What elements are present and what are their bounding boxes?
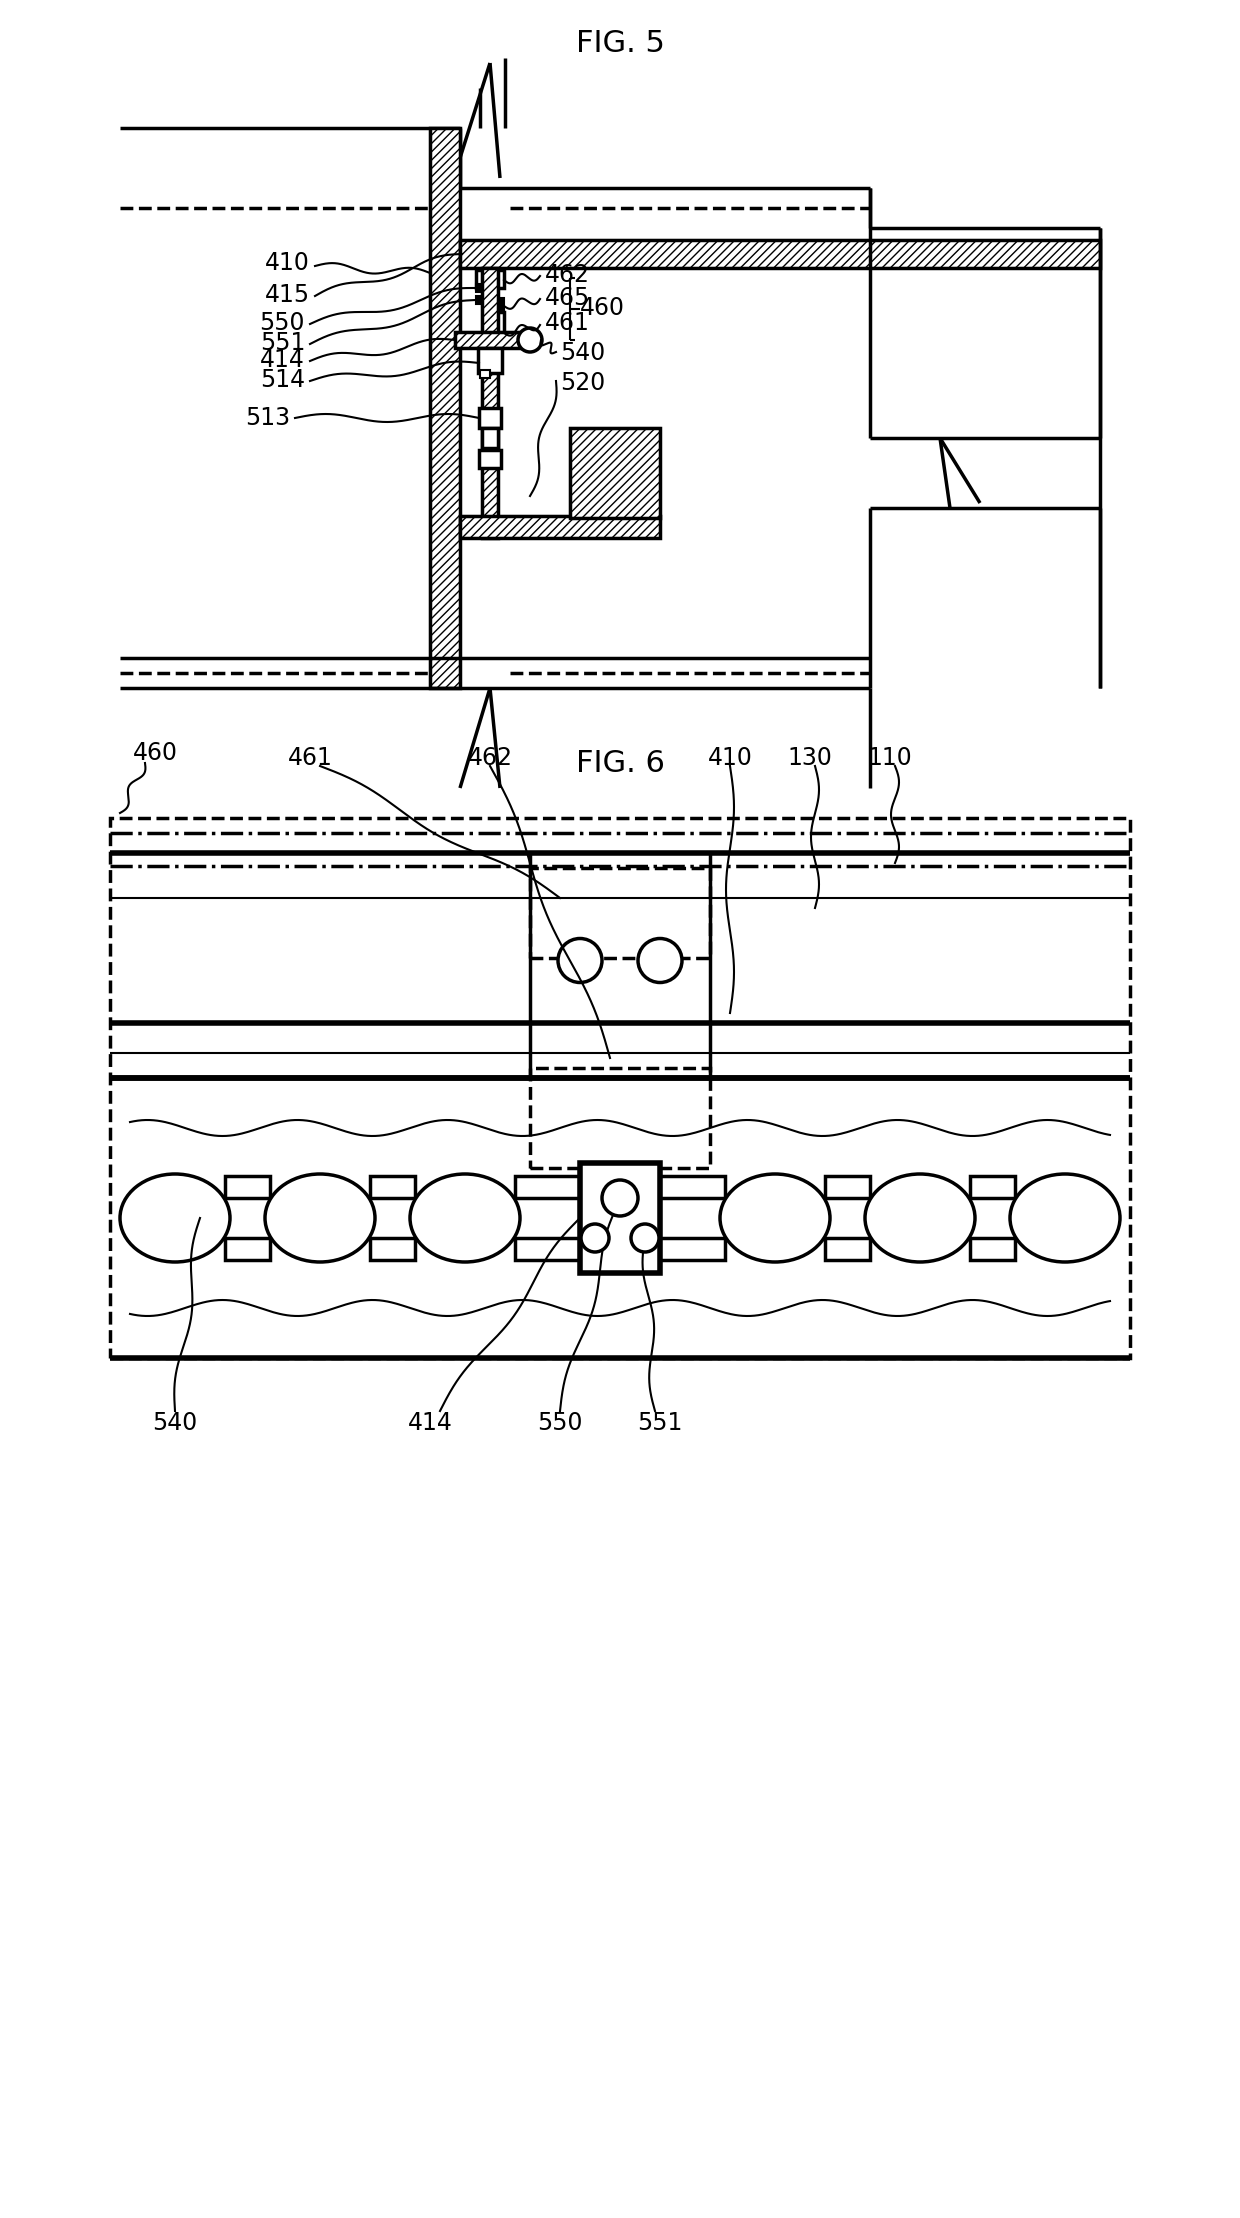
- Text: 415: 415: [265, 284, 310, 306]
- Bar: [480, 370, 490, 377]
- Circle shape: [558, 938, 601, 983]
- Ellipse shape: [265, 1173, 374, 1262]
- Bar: [482, 268, 498, 539]
- Bar: [479, 450, 501, 468]
- Text: FIG. 6: FIG. 6: [575, 747, 665, 779]
- Bar: [515, 1176, 725, 1198]
- Bar: [430, 129, 460, 688]
- Text: 551: 551: [637, 1411, 683, 1435]
- Bar: [580, 1162, 660, 1273]
- Text: 550: 550: [537, 1411, 583, 1435]
- Bar: [825, 1176, 870, 1198]
- Circle shape: [755, 1198, 795, 1238]
- Text: 462: 462: [467, 745, 512, 770]
- Ellipse shape: [1011, 1173, 1120, 1262]
- Text: 550: 550: [259, 311, 305, 335]
- Text: 514: 514: [260, 368, 305, 393]
- Text: 410: 410: [265, 251, 310, 275]
- Circle shape: [445, 1198, 485, 1238]
- Bar: [477, 348, 502, 373]
- Bar: [110, 818, 1130, 1357]
- Circle shape: [631, 1224, 658, 1251]
- Text: 520: 520: [560, 370, 605, 395]
- Circle shape: [900, 1198, 940, 1238]
- Bar: [460, 517, 660, 539]
- Ellipse shape: [866, 1173, 975, 1262]
- Bar: [479, 408, 501, 428]
- Ellipse shape: [410, 1173, 520, 1262]
- Bar: [570, 428, 660, 519]
- Bar: [224, 1238, 270, 1260]
- Bar: [515, 1238, 725, 1260]
- Circle shape: [601, 1180, 639, 1215]
- Bar: [529, 867, 711, 958]
- Ellipse shape: [720, 1173, 830, 1262]
- Text: 540: 540: [153, 1411, 197, 1435]
- Bar: [570, 428, 660, 519]
- Bar: [460, 240, 1100, 268]
- Bar: [460, 240, 1100, 268]
- Bar: [970, 1176, 1016, 1198]
- Circle shape: [1045, 1198, 1085, 1238]
- Bar: [455, 333, 525, 348]
- Text: 414: 414: [260, 348, 305, 373]
- Bar: [476, 295, 484, 304]
- Text: 460: 460: [580, 295, 625, 319]
- Text: 130: 130: [787, 745, 832, 770]
- Bar: [484, 313, 503, 339]
- Circle shape: [582, 1224, 609, 1251]
- Text: 462: 462: [546, 264, 590, 286]
- Bar: [529, 1069, 711, 1169]
- Text: 465: 465: [546, 286, 590, 311]
- Circle shape: [155, 1198, 195, 1238]
- Text: 461: 461: [546, 311, 590, 335]
- Bar: [460, 517, 660, 539]
- Circle shape: [639, 938, 682, 983]
- Bar: [224, 1176, 270, 1198]
- Text: 414: 414: [408, 1411, 453, 1435]
- Circle shape: [518, 328, 542, 353]
- Bar: [482, 268, 498, 539]
- Bar: [476, 284, 484, 293]
- Bar: [430, 129, 460, 688]
- Text: FIG. 5: FIG. 5: [575, 29, 665, 58]
- Bar: [476, 271, 503, 288]
- Bar: [482, 428, 498, 448]
- Bar: [370, 1176, 415, 1198]
- Bar: [484, 297, 503, 311]
- Bar: [370, 1238, 415, 1260]
- Text: 551: 551: [259, 330, 305, 355]
- Text: 540: 540: [560, 342, 605, 366]
- Bar: [970, 1238, 1016, 1260]
- Circle shape: [300, 1198, 340, 1238]
- Text: 461: 461: [288, 745, 332, 770]
- Bar: [825, 1238, 870, 1260]
- Bar: [455, 333, 525, 348]
- Text: 110: 110: [868, 745, 913, 770]
- Text: 513: 513: [244, 406, 290, 430]
- Text: 410: 410: [708, 745, 753, 770]
- Ellipse shape: [120, 1173, 229, 1262]
- Text: 460: 460: [133, 741, 177, 765]
